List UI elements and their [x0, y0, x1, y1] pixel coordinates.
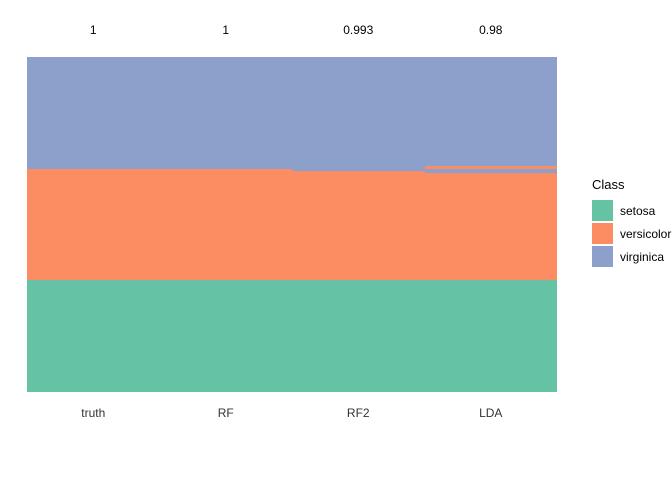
- legend: Class setosa versicolor virginica: [592, 178, 671, 269]
- segment-virginica: [424, 168, 557, 174]
- segment-versicolor: [159, 168, 292, 281]
- accuracy-label-truth: 1: [89, 23, 97, 37]
- legend-item-setosa: setosa: [592, 200, 671, 221]
- segment-setosa: [159, 280, 292, 392]
- versicolor-swatch: [592, 223, 613, 244]
- segment-virginica: [159, 57, 292, 169]
- x-axis-labels-row: truth RF RF2 LDA: [27, 406, 557, 421]
- accuracy-label-rf: 1: [222, 23, 230, 37]
- model-column-rf2: [292, 57, 425, 392]
- segment-virginica: [292, 57, 425, 171]
- legend-label-versicolor: versicolor: [620, 226, 672, 241]
- accuracy-label-rf2: 0.993: [343, 23, 374, 37]
- model-column-truth: [27, 57, 160, 392]
- legend-item-versicolor: versicolor: [592, 223, 671, 244]
- setosa-swatch: [592, 200, 613, 221]
- accuracy-label-lda: 0.98: [479, 23, 503, 37]
- legend-title: Class: [592, 177, 625, 192]
- plot-panel: [27, 57, 557, 392]
- x-axis-label-truth: truth: [81, 406, 106, 420]
- accuracy-labels-row: 1 1 0.993 0.98: [27, 23, 557, 37]
- segment-virginica: [27, 57, 160, 169]
- segment-versicolor: [424, 173, 557, 281]
- segment-setosa: [424, 280, 557, 392]
- segment-virginica: [424, 57, 557, 167]
- segment-versicolor: [292, 170, 425, 281]
- segment-versicolor: [424, 166, 557, 169]
- model-column-lda: [424, 57, 557, 392]
- model-column-rf: [159, 57, 292, 392]
- legend-label-setosa: setosa: [620, 203, 656, 218]
- x-axis-label-rf: RF: [217, 406, 234, 420]
- segment-setosa: [27, 280, 160, 392]
- segment-versicolor: [27, 168, 160, 281]
- legend-item-virginica: virginica: [592, 246, 671, 267]
- virginica-swatch: [592, 246, 613, 267]
- segment-setosa: [292, 280, 425, 392]
- legend-label-virginica: virginica: [620, 249, 665, 264]
- x-axis-label-rf2: RF2: [346, 406, 370, 420]
- x-axis-label-lda: LDA: [479, 406, 503, 420]
